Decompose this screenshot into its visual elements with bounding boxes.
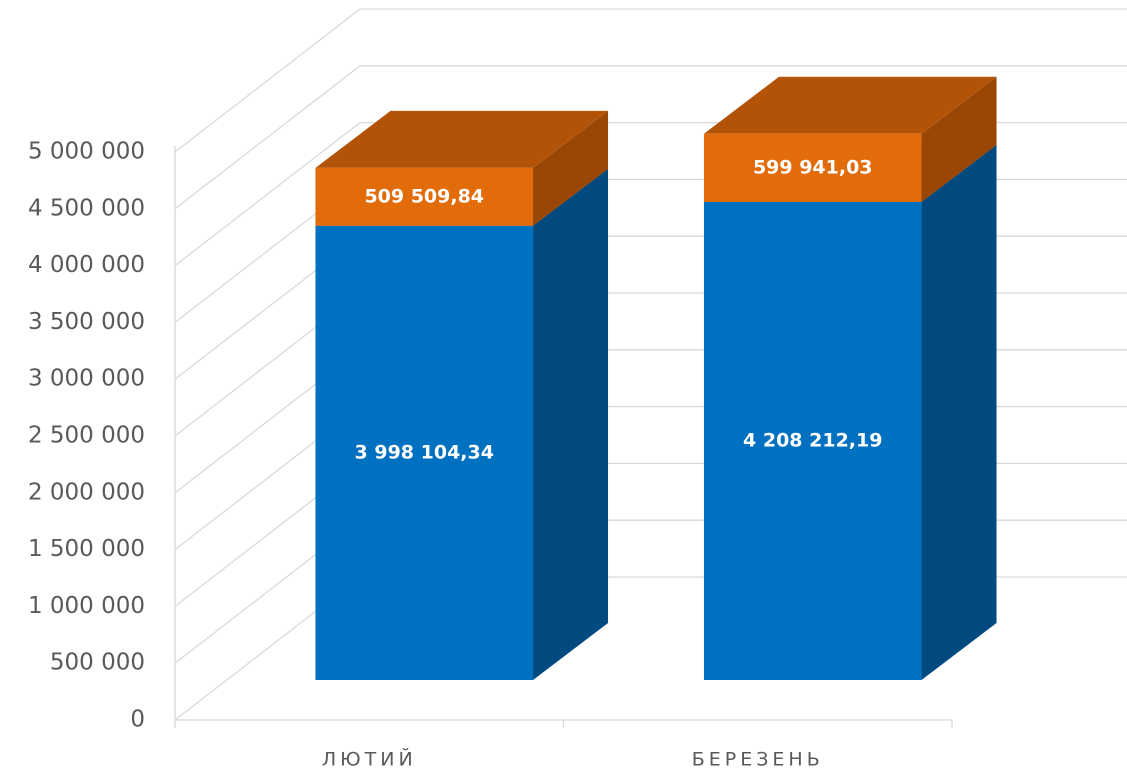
y-tick-label: 5 000 000 — [28, 139, 145, 165]
x-tick-label: БЕРЕЗЕНЬ — [692, 749, 824, 771]
x-tick-label: ЛЮТИЙ — [322, 748, 417, 771]
bar-side — [533, 110, 609, 226]
data-label: 3 998 104,34 — [355, 441, 494, 463]
y-tick-label: 3 500 000 — [28, 309, 145, 335]
bar — [315, 225, 534, 680]
grid-line — [174, 122, 361, 267]
y-tick-label: 0 — [130, 707, 145, 733]
y-tick-label: 2 000 000 — [28, 479, 145, 505]
bar-side — [921, 76, 997, 202]
grid-line — [174, 8, 361, 153]
y-tick-label: 1 000 000 — [28, 593, 145, 619]
y-tick-label: 4 500 000 — [28, 195, 145, 221]
y-tick-label: 2 500 000 — [28, 423, 145, 449]
data-label: 599 941,03 — [753, 156, 873, 178]
y-tick-label: 3 000 000 — [28, 366, 145, 392]
bar — [703, 133, 922, 202]
data-label: 509 509,84 — [364, 185, 484, 207]
bar — [703, 201, 922, 681]
bar — [315, 167, 534, 226]
data-label: 4 208 212,19 — [743, 429, 882, 451]
bar-top — [703, 76, 997, 134]
y-tick-label: 500 000 — [50, 650, 145, 676]
grid-line — [174, 65, 361, 210]
y-tick-label: 1 500 000 — [28, 536, 145, 562]
bar-side — [533, 168, 609, 680]
bar-side — [921, 144, 997, 681]
bar-top — [315, 110, 609, 168]
y-tick-label: 4 000 000 — [28, 252, 145, 278]
